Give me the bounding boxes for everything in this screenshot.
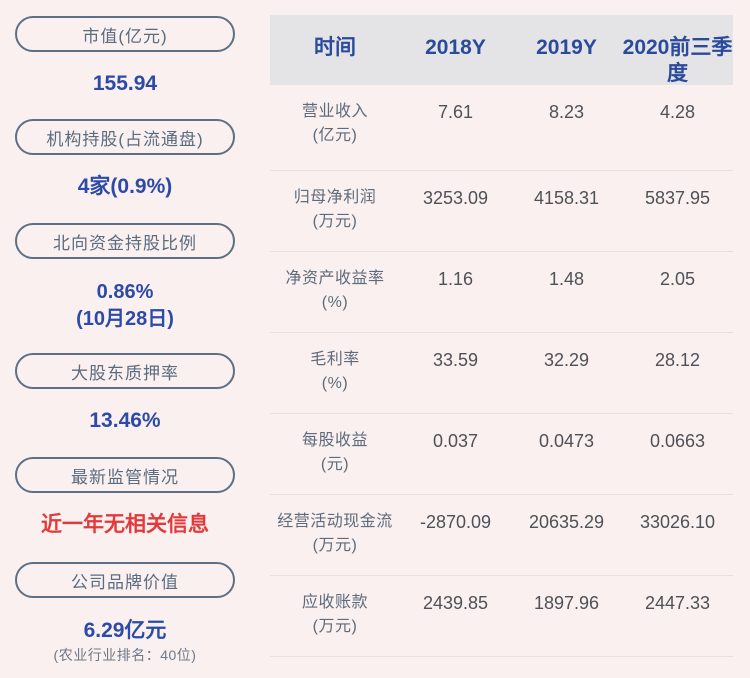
row-label: 毛利率 (%) (270, 333, 400, 413)
cell-value: 1897.96 (533, 593, 600, 613)
metric-name: 经营活动现金流 (277, 513, 393, 530)
cell-value: 33026.10 (639, 512, 716, 532)
pledge-ratio-value: 13.46% (89, 409, 161, 432)
cell-value: 3253.09 (422, 188, 489, 208)
sidebar-item-label: 北向资金持股比例 (53, 233, 197, 253)
metric-unit: (%) (321, 294, 349, 311)
sidebar-metrics: 市值(亿元) 155.94 机构持股(占流通盘) 4家(0.9%) 北向资金持股… (0, 0, 250, 678)
header-2020q3: 2020前三季度 (622, 36, 733, 85)
cell-value: 0.037 (432, 431, 479, 451)
cell-value: 0.0663 (649, 431, 706, 451)
cell-value: 4.28 (659, 102, 696, 122)
metric-unit: (元) (320, 456, 350, 473)
northbound-holding-value: 0.86% (10月28日) (0, 279, 250, 333)
row-label: 每股收益 (元) (270, 414, 400, 494)
metric-name: 每股收益 (301, 432, 368, 449)
cell-value: 0.0473 (538, 431, 595, 451)
cell-value: 33.59 (432, 350, 479, 370)
cell-value: 8.23 (548, 102, 585, 122)
table-row-accounts-receivable: 应收账款 (万元) 2439.85 1897.96 2447.33 (270, 576, 733, 657)
table-row-gross-margin: 毛利率 (%) 33.59 32.29 28.12 (270, 333, 733, 414)
metric-unit: (万元) (312, 213, 358, 230)
metric-unit: (%) (321, 375, 349, 392)
sidebar-item-market-cap[interactable]: 市值(亿元) (15, 16, 235, 52)
sidebar-item-label: 公司品牌价值 (71, 572, 179, 592)
sidebar-item-label: 市值(亿元) (82, 26, 168, 46)
header-2019: 2019Y (536, 36, 597, 59)
table-row-operating-cash-flow: 经营活动现金流 (万元) -2870.09 20635.29 33026.10 (270, 495, 733, 576)
sidebar-item-brand-value[interactable]: 公司品牌价值 (15, 562, 235, 598)
metric-unit: (亿元) (312, 127, 358, 144)
sidebar-item-institutional-holdings[interactable]: 机构持股(占流通盘) (15, 119, 235, 155)
brand-value-amount: 6.29亿元 (83, 619, 167, 642)
header-2018: 2018Y (425, 36, 486, 59)
cell-value: 1.16 (437, 269, 474, 289)
cell-value: 1.48 (548, 269, 585, 289)
row-label: 应收账款 (万元) (270, 576, 400, 656)
sidebar-item-label: 大股东质押率 (71, 363, 179, 383)
cell-value: 5837.95 (644, 188, 711, 208)
row-label: 归母净利润 (万元) (270, 171, 400, 251)
metric-name: 营业收入 (301, 103, 368, 120)
row-label: 净资产收益率 (%) (270, 252, 400, 332)
cell-value: 20635.29 (528, 512, 605, 532)
sidebar-item-northbound-holding-ratio[interactable]: 北向资金持股比例 (15, 223, 235, 259)
cell-value: 7.61 (437, 102, 474, 122)
row-label: 经营活动现金流 (万元) (270, 495, 400, 575)
brand-value-industry-rank: (农业行业排名：40位) (53, 647, 197, 663)
table-row-eps: 每股收益 (元) 0.037 0.0473 0.0663 (270, 414, 733, 495)
metric-name: 净资产收益率 (285, 270, 385, 287)
cell-value: 28.12 (654, 350, 701, 370)
sidebar-item-label: 最新监管情况 (71, 467, 179, 487)
row-label: 营业收入 (亿元) (270, 85, 400, 170)
table-row-net-profit: 归母净利润 (万元) 3253.09 4158.31 5837.95 (270, 171, 733, 252)
header-time: 时间 (314, 36, 356, 59)
institutional-holdings-value: 4家(0.9%) (77, 175, 173, 198)
table-row-roe: 净资产收益率 (%) 1.16 1.48 2.05 (270, 252, 733, 333)
northbound-percent: 0.86% (96, 281, 154, 303)
cell-value: 4158.31 (533, 188, 600, 208)
regulatory-status-value: 近一年无相关信息 (41, 513, 209, 536)
sidebar-item-regulatory-status[interactable]: 最新监管情况 (15, 457, 235, 493)
cell-value: 2439.85 (422, 593, 489, 613)
metric-unit: (万元) (312, 537, 358, 554)
cell-value: 2447.33 (644, 593, 711, 613)
cell-value: 32.29 (543, 350, 590, 370)
northbound-date: (10月28日) (76, 308, 174, 330)
cell-value: 2.05 (659, 269, 696, 289)
sidebar-item-major-shareholder-pledge-ratio[interactable]: 大股东质押率 (15, 353, 235, 389)
sidebar-item-label: 机构持股(占流通盘) (46, 129, 204, 149)
metric-name: 归母净利润 (293, 189, 377, 206)
metric-unit: (万元) (312, 618, 358, 635)
market-cap-value: 155.94 (92, 72, 158, 95)
financial-summary-table: 时间 2018Y 2019Y 2020前三季度 营业收入 (亿元) 7.61 8.… (270, 15, 733, 657)
cell-value: -2870.09 (419, 512, 492, 532)
table-header-row: 时间 2018Y 2019Y 2020前三季度 (270, 15, 733, 85)
metric-name: 应收账款 (301, 594, 368, 611)
brand-value-block: 6.29亿元 (农业行业排名：40位) (0, 616, 250, 665)
table-row-revenue: 营业收入 (亿元) 7.61 8.23 4.28 (270, 85, 733, 171)
metric-name: 毛利率 (310, 351, 360, 368)
